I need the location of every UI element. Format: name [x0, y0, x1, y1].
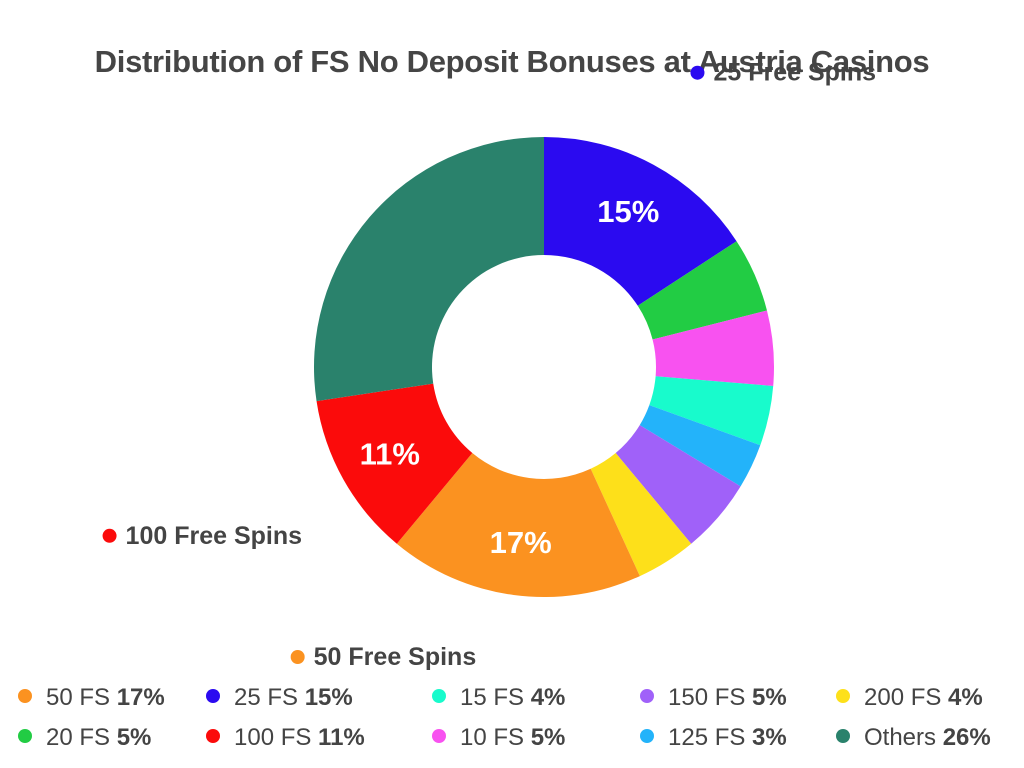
legend-label: 125 FS — [668, 724, 753, 751]
callout-label: 50 Free Spins — [314, 643, 477, 671]
callout-label: 100 Free Spins — [126, 522, 302, 550]
legend-label: 20 FS — [46, 724, 117, 751]
slice-25-fs — [544, 137, 737, 306]
legend: 50 FS 17% 25 FS 15% 15 FS 4% 150 FS 5% 200 F… — [0, 680, 1024, 768]
slice-50-fs — [396, 453, 640, 597]
legend-item-10-fs: 10 FS 5% — [432, 724, 565, 752]
slice-percent-label: 11% — [360, 436, 420, 471]
slice-100-fs — [316, 383, 473, 544]
legend-label: 100 FS — [234, 724, 319, 751]
legend-dot — [432, 729, 446, 743]
legend-label: 10 FS — [460, 724, 531, 751]
legend-label: 50 FS — [46, 684, 117, 711]
legend-item-125-fs: 125 FS 3% — [640, 724, 787, 752]
legend-dot — [836, 729, 850, 743]
callout-dot — [690, 65, 705, 80]
legend-percent: 4% — [530, 684, 566, 711]
legend-percent: 3% — [752, 724, 787, 751]
legend-item-15-fs: 15 FS 4% — [432, 684, 565, 712]
legend-label: 15 FS — [460, 684, 531, 711]
legend-percent: 17% — [116, 684, 165, 711]
legend-item-50-fs: 50 FS 17% — [18, 684, 165, 712]
donut-slices — [314, 137, 774, 597]
legend-item-20-fs: 20 FS 5% — [18, 724, 151, 752]
legend-label: 200 FS — [864, 684, 949, 711]
chart-title: Distribution of FS No Deposit Bonuses at… — [94, 44, 930, 79]
legend-label: 25 FS — [234, 684, 305, 711]
callout-dot — [102, 528, 117, 543]
legend-item-200-fs: 200 FS 4% — [836, 684, 983, 712]
callout-dot — [290, 649, 305, 664]
legend-percent: 5% — [116, 724, 152, 751]
callout-25-fs: 25 Free Spins — [690, 59, 876, 87]
legend-dot — [18, 729, 32, 743]
legend-percent: 15% — [304, 684, 353, 711]
slice-others — [314, 137, 544, 402]
slice-125-fs — [639, 405, 761, 487]
legend-label: Others — [864, 724, 943, 751]
callout-labels: 25 Free Spins 50 Free Spins 100 Free Spins — [102, 59, 876, 671]
donut-chart: 15% 17% 11% 25 Free Spins 50 Free Spins 100 … — [102, 59, 876, 671]
legend-item-150-fs: 150 FS 5% — [640, 684, 787, 712]
legend-dot — [640, 729, 654, 743]
slice-20-fs — [637, 241, 767, 340]
callout-100-fs: 100 Free Spins — [102, 522, 302, 550]
legend-percent: 5% — [752, 684, 787, 711]
legend-label: 150 FS — [668, 684, 753, 711]
legend-item-100-fs: 100 FS 11% — [206, 724, 365, 752]
legend-item-others: Others 26% — [836, 724, 991, 752]
slice-percent-label: 17% — [490, 525, 552, 560]
callout-50-fs: 50 Free Spins — [290, 643, 477, 671]
callout-label: 25 Free Spins — [713, 59, 876, 87]
slice-150-fs — [615, 425, 741, 544]
legend-percent: 26% — [942, 724, 991, 751]
percent-labels: 15% 17% 11% — [360, 194, 660, 560]
legend-dot — [18, 689, 32, 703]
legend-percent: 5% — [530, 724, 566, 751]
slice-10-fs — [652, 310, 774, 386]
legend-item-25-fs: 25 FS 15% — [206, 684, 353, 712]
legend-dot — [206, 689, 220, 703]
legend-percent: 11% — [318, 724, 365, 751]
slice-percent-label: 15% — [597, 194, 659, 229]
slice-200-fs — [590, 453, 692, 577]
legend-dot — [206, 729, 220, 743]
legend-dot — [640, 689, 654, 703]
legend-dot — [836, 689, 850, 703]
legend-percent: 4% — [948, 684, 983, 711]
legend-dot — [432, 689, 446, 703]
slice-15-fs — [649, 376, 774, 446]
